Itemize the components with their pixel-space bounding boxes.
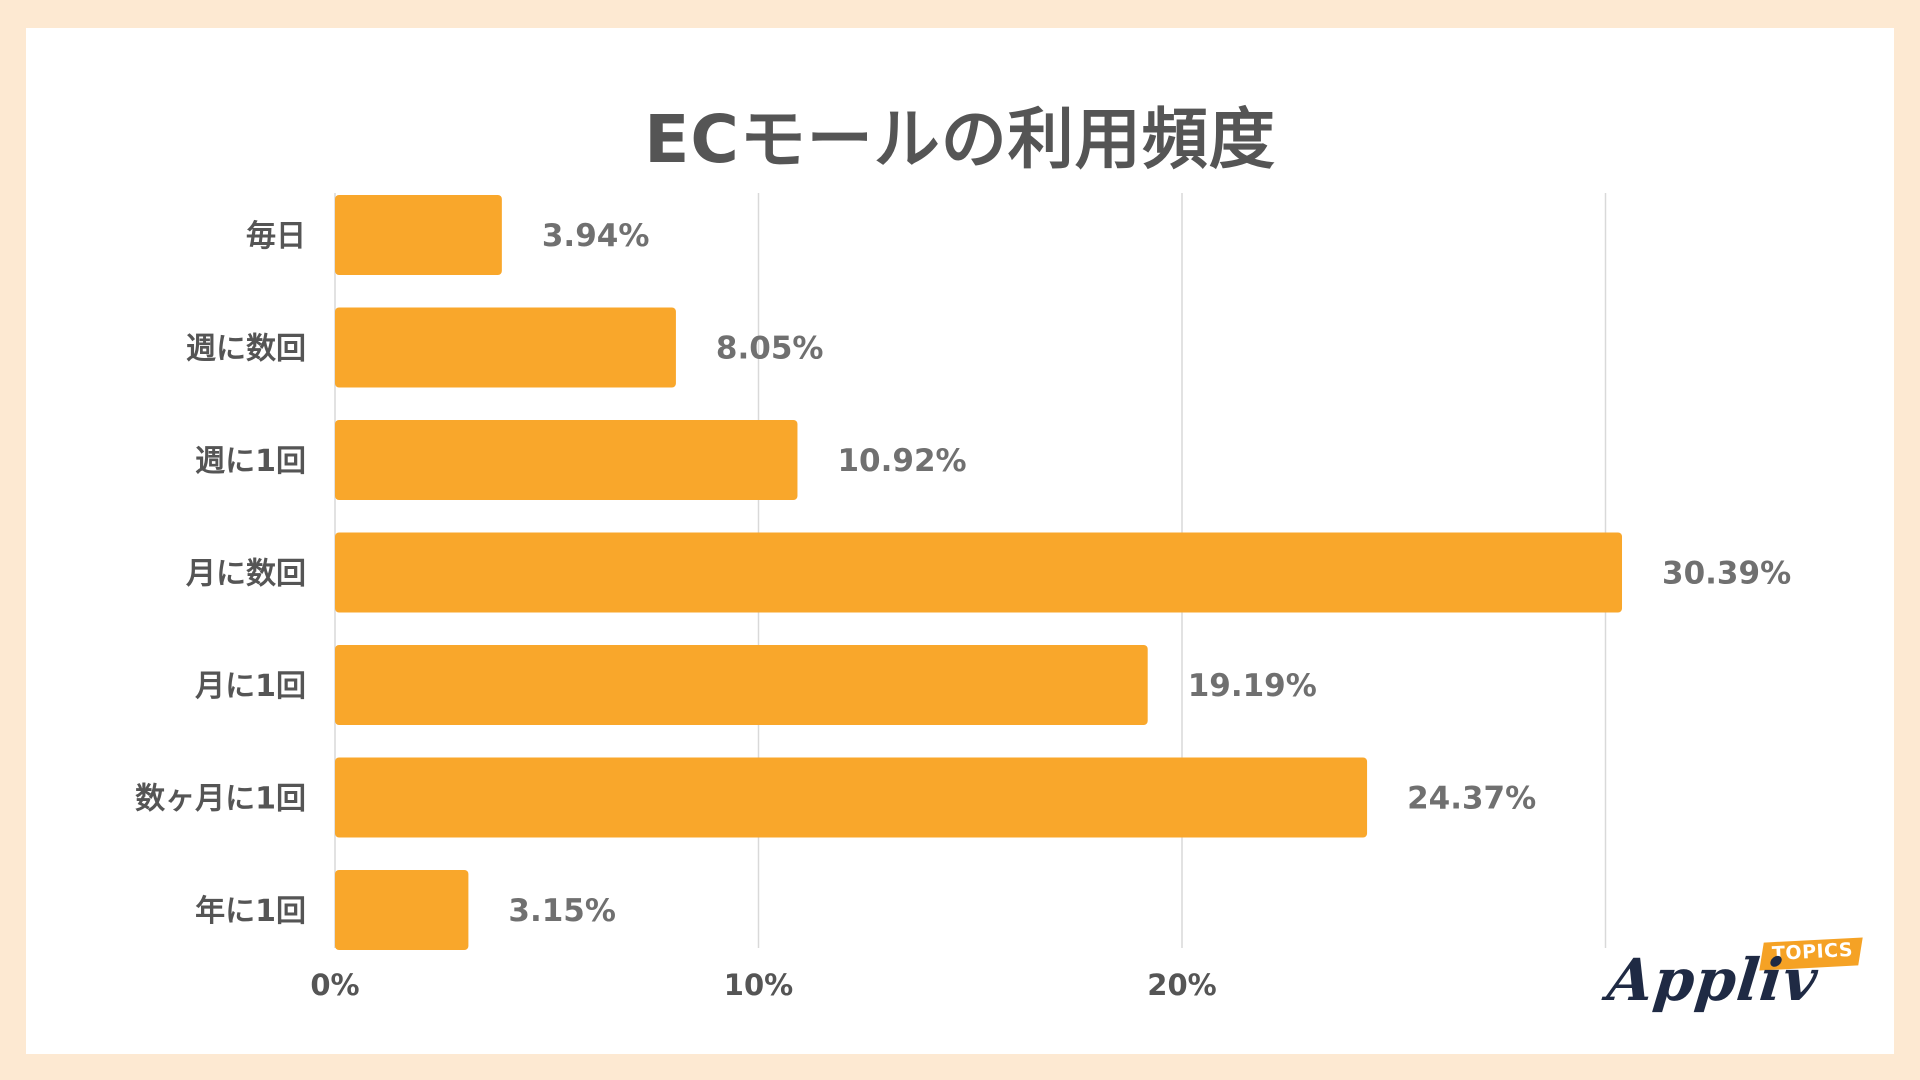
x-tick-label: 10% [724,968,793,1002]
chart-title: ECモールの利用頻度 [644,101,1276,178]
category-label: 年に1回 [195,894,306,929]
bar [335,195,502,275]
x-tick-label: 20% [1147,968,1216,1002]
value-label: 30.39% [1662,556,1791,592]
bar [335,645,1148,725]
category-label: 毎日 [246,219,306,254]
value-label: 19.19% [1188,668,1317,704]
value-label: 8.05% [716,331,824,367]
value-labels: 3.94% 8.05% 10.92% 30.39% 19.19% 24.37% 3.15% [508,218,1791,929]
x-tick-label: 0% [310,968,359,1002]
category-label: 月に1回 [195,669,306,704]
appliv-topics-logo: TOPICS Appliv [1600,937,1870,1020]
bar [335,420,798,500]
category-label: 週に1回 [195,444,306,479]
category-label: 月に数回 [186,557,306,592]
bar [335,307,676,388]
bars [335,195,1623,950]
bar [335,870,469,950]
category-label: 週に数回 [186,332,306,367]
value-label: 24.37% [1407,781,1536,817]
category-label: 数ヶ月に1回 [135,782,306,817]
bar [335,532,1623,613]
value-label: 3.94% [542,218,650,254]
appliv-wordmark: Appliv [1604,946,1822,1014]
value-label: 10.92% [837,443,966,479]
x-axis-ticks: 0% 10% 20% [310,968,1216,1002]
bar [335,757,1368,838]
value-label: 3.15% [508,893,616,929]
